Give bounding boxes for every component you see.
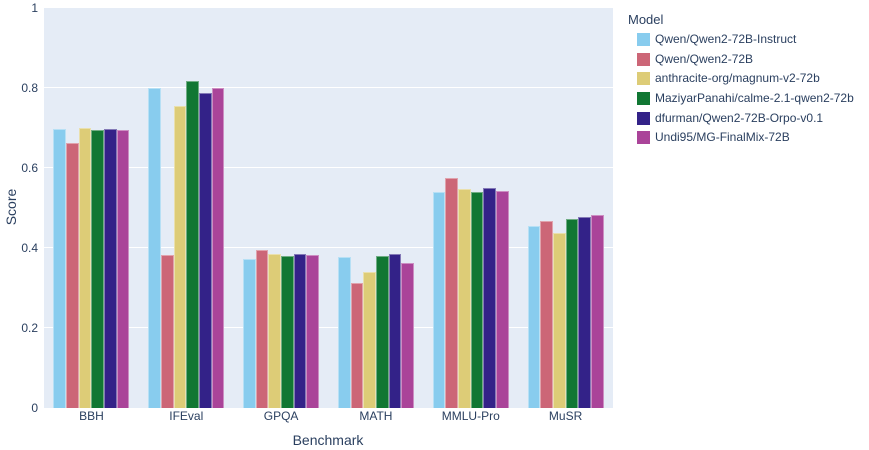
- legend-item-dfurman/Qwen2-72B-Orpo-v0.1[interactable]: dfurman/Qwen2-72B-Orpo-v0.1: [625, 108, 869, 128]
- y-axis-title: Score: [3, 188, 19, 226]
- bar-BBH-Qwen/Qwen2-72B-Instruct[interactable]: [53, 129, 67, 408]
- legend-swatch-icon: [637, 92, 650, 106]
- bar-MMLU-Pro-Qwen/Qwen2-72B[interactable]: [445, 178, 459, 408]
- gridline-y-0.4: [44, 247, 613, 248]
- legend-swatch-icon: [637, 52, 650, 66]
- x-tick-MATH: MATH: [359, 409, 393, 423]
- y-tick-0.6: 0.6: [21, 161, 38, 175]
- bar-MATH-dfurman/Qwen2-72B-Orpo-v0.1[interactable]: [388, 254, 402, 408]
- legend-item-Qwen/Qwen2-72B-Instruct[interactable]: Qwen/Qwen2-72B-Instruct: [625, 30, 869, 50]
- bar-IFEval-anthracite-org/magnum-v2-72b[interactable]: [173, 105, 187, 408]
- bar-BBH-dfurman/Qwen2-72B-Orpo-v0.1[interactable]: [104, 129, 117, 408]
- legend-label: Qwen/Qwen2-72B: [655, 51, 754, 66]
- bar-GPQA-Qwen/Qwen2-72B-Instruct[interactable]: [243, 259, 256, 408]
- legend-label: Qwen/Qwen2-72B-Instruct: [655, 32, 797, 47]
- legend-swatch-icon: [637, 72, 650, 86]
- bar-IFEval-Qwen/Qwen2-72B[interactable]: [160, 254, 174, 408]
- gridline-y-0.8: [44, 87, 613, 88]
- bar-MuSR-dfurman/Qwen2-72B-Orpo-v0.1[interactable]: [578, 216, 591, 408]
- legend-item-MaziyarPanahi/calme-2.1-qwen2-72b[interactable]: MaziyarPanahi/calme-2.1-qwen2-72b: [625, 89, 869, 109]
- bar-BBH-MaziyarPanahi/calme-2.1-qwen2-72b[interactable]: [91, 130, 105, 408]
- bar-GPQA-dfurman/Qwen2-72B-Orpo-v0.1[interactable]: [293, 254, 307, 408]
- bar-GPQA-Undi95/MG-FinalMix-72B[interactable]: [306, 254, 319, 408]
- x-tick-BBH: BBH: [79, 409, 104, 423]
- bar-BBH-Qwen/Qwen2-72B[interactable]: [66, 143, 79, 408]
- bar-MuSR-Qwen/Qwen2-72B[interactable]: [540, 220, 553, 408]
- bar-MATH-MaziyarPanahi/calme-2.1-qwen2-72b[interactable]: [375, 255, 389, 408]
- x-tick-GPQA: GPQA: [263, 409, 299, 423]
- gridline-y-0.6: [44, 167, 613, 168]
- y-tick-0: 0: [31, 401, 38, 415]
- legend-swatch-icon: [637, 111, 650, 125]
- bar-MMLU-Pro-anthracite-org/magnum-v2-72b[interactable]: [458, 189, 471, 408]
- bar-IFEval-dfurman/Qwen2-72B-Orpo-v0.1[interactable]: [198, 92, 212, 408]
- bar-GPQA-MaziyarPanahi/calme-2.1-qwen2-72b[interactable]: [281, 256, 294, 408]
- y-tick-0.8: 0.8: [21, 81, 38, 95]
- legend-item-Undi95/MG-FinalMix-72B[interactable]: Undi95/MG-FinalMix-72B: [625, 128, 869, 148]
- bar-MMLU-Pro-MaziyarPanahi/calme-2.1-qwen2-72b[interactable]: [470, 191, 484, 408]
- plot-area[interactable]: [44, 7, 613, 408]
- y-tick-0.4: 0.4: [21, 241, 38, 255]
- bar-MMLU-Pro-Undi95/MG-FinalMix-72B[interactable]: [496, 190, 509, 408]
- bar-MATH-Qwen/Qwen2-72B-Instruct[interactable]: [337, 257, 351, 408]
- bar-MuSR-Undi95/MG-FinalMix-72B[interactable]: [590, 214, 604, 408]
- bar-IFEval-Qwen/Qwen2-72B-Instruct[interactable]: [148, 88, 161, 408]
- bar-MuSR-anthracite-org/magnum-v2-72b[interactable]: [552, 233, 566, 408]
- bar-MMLU-Pro-dfurman/Qwen2-72B-Orpo-v0.1[interactable]: [483, 188, 497, 408]
- bar-MATH-Undi95/MG-FinalMix-72B[interactable]: [401, 263, 414, 408]
- legend-title: Model: [628, 12, 664, 27]
- bar-GPQA-anthracite-org/magnum-v2-72b[interactable]: [268, 253, 282, 408]
- gridline-y-1: [44, 7, 613, 8]
- legend-items: Qwen/Qwen2-72B-Instruct Qwen/Qwen2-72B ant…: [625, 30, 869, 148]
- y-tick-0.2: 0.2: [21, 321, 38, 335]
- legend-item-anthracite-org/magnum-v2-72b[interactable]: anthracite-org/magnum-v2-72b: [625, 69, 869, 89]
- legend: Model Qwen/Qwen2-72B-Instruct Qwen/Qwen2-…: [625, 12, 869, 148]
- x-tick-IFEval: IFEval: [169, 409, 204, 423]
- legend-label: dfurman/Qwen2-72B-Orpo-v0.1: [655, 110, 824, 125]
- legend-label: anthracite-org/magnum-v2-72b: [655, 71, 820, 86]
- legend-label: MaziyarPanahi/calme-2.1-qwen2-72b: [655, 91, 854, 106]
- legend-swatch-icon: [637, 131, 650, 145]
- legend-swatch-icon: [637, 33, 650, 47]
- bar-MATH-anthracite-org/magnum-v2-72b[interactable]: [363, 272, 376, 408]
- legend-label: Undi95/MG-FinalMix-72B: [655, 130, 790, 145]
- legend-item-Qwen/Qwen2-72B[interactable]: Qwen/Qwen2-72B: [625, 50, 869, 70]
- x-tick-MuSR: MuSR: [548, 409, 583, 423]
- bar-MATH-Qwen/Qwen2-72B[interactable]: [350, 282, 364, 408]
- bar-MMLU-Pro-Qwen/Qwen2-72B-Instruct[interactable]: [432, 191, 446, 408]
- bar-IFEval-MaziyarPanahi/calme-2.1-qwen2-72b[interactable]: [186, 81, 199, 408]
- bar-GPQA-Qwen/Qwen2-72B[interactable]: [255, 250, 269, 408]
- gridline-y-0.2: [44, 327, 613, 328]
- bar-BBH-Undi95/MG-FinalMix-72B[interactable]: [116, 129, 130, 408]
- x-axis-title: Benchmark: [292, 432, 364, 448]
- x-tick-MMLU-Pro: MMLU-Pro: [441, 409, 500, 423]
- bar-BBH-anthracite-org/magnum-v2-72b[interactable]: [78, 127, 92, 408]
- y-tick-1: 1: [31, 1, 38, 15]
- bar-MuSR-MaziyarPanahi/calme-2.1-qwen2-72b[interactable]: [565, 219, 579, 408]
- bar-IFEval-Undi95/MG-FinalMix-72B[interactable]: [211, 88, 225, 408]
- bar-MuSR-Qwen/Qwen2-72B-Instruct[interactable]: [527, 226, 541, 408]
